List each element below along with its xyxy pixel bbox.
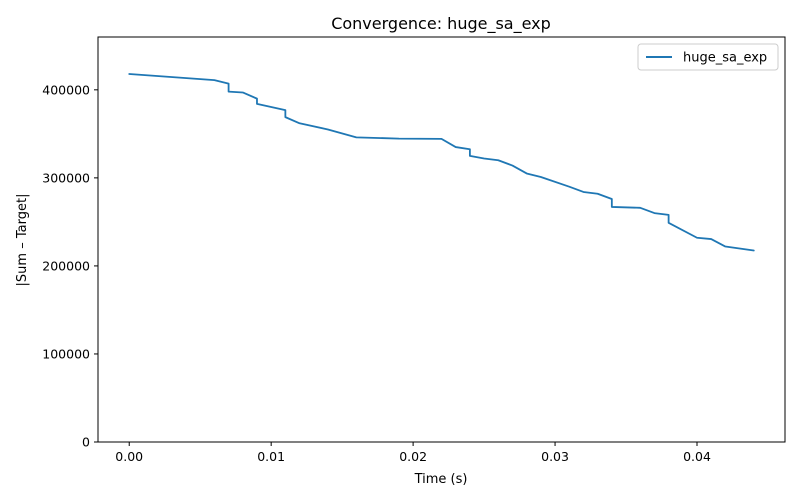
x-tick-label: 0.03 <box>541 449 569 464</box>
x-tick-label: 0.02 <box>399 449 427 464</box>
x-tick-label: 0.00 <box>115 449 143 464</box>
y-tick-label: 300000 <box>42 170 90 185</box>
y-axis: 0 100000 200000 300000 400000 <box>42 82 98 450</box>
series-line-0 <box>128 73 755 252</box>
x-tick-label: 0.01 <box>257 449 285 464</box>
legend-label: huge_sa_exp <box>683 51 767 66</box>
x-tick-label: 0.04 <box>683 449 711 464</box>
plot-frame <box>97 36 786 443</box>
legend-box <box>637 43 779 71</box>
y-tick-label: 100000 <box>42 346 90 361</box>
y-axis-label: |Sum – Target| <box>15 194 30 287</box>
plot-area <box>128 73 755 252</box>
x-axis-label: Time (s) <box>414 472 468 487</box>
y-tick-label: 400000 <box>42 82 90 97</box>
x-axis: 0.00 0.01 0.02 0.03 0.04 <box>115 442 711 464</box>
legend: huge_sa_exp <box>637 43 779 71</box>
y-tick-label: 0 <box>82 435 90 450</box>
chart-title: Convergence: huge_sa_exp <box>331 14 551 34</box>
y-tick-label: 200000 <box>42 258 90 273</box>
